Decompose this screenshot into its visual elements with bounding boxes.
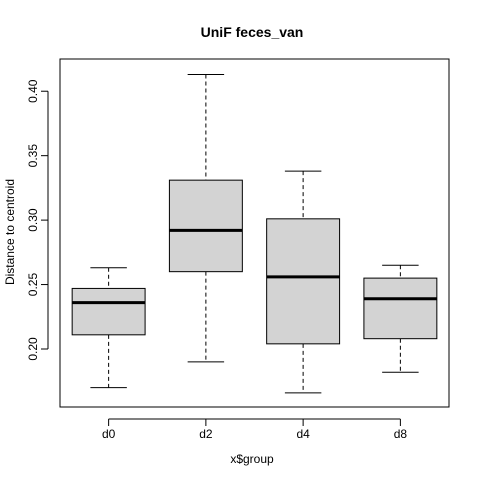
box-d4 [266, 170, 341, 394]
x-tick-label: d0 [102, 427, 116, 441]
boxes-group [71, 73, 438, 394]
y-axis-label: Distance to centroid [3, 179, 17, 285]
iqr-box [266, 218, 341, 345]
x-tick-label: d8 [394, 427, 408, 441]
y-tick-label: 0.35 [26, 144, 40, 168]
box-d0 [71, 267, 146, 389]
x-tick-label: d2 [199, 427, 213, 441]
iqr-box [71, 287, 146, 336]
y-tick-label: 0.40 [26, 79, 40, 103]
y-tick-label: 0.30 [26, 208, 40, 232]
x-axis-label: x$group [230, 452, 274, 466]
plot-frame [59, 58, 450, 408]
box-d8 [363, 264, 438, 373]
iqr-box [168, 179, 243, 273]
box-d2 [168, 73, 243, 363]
chart-title: UniF feces_van [201, 24, 304, 40]
x-tick-label: d4 [296, 427, 310, 441]
y-tick-label: 0.25 [26, 273, 40, 297]
y-tick-label: 0.20 [26, 337, 40, 361]
x-axis: d0 d2 d4 d8 [102, 418, 408, 441]
y-axis: 0.20 0.25 0.30 0.35 0.40 [26, 79, 49, 361]
iqr-box [363, 277, 438, 340]
